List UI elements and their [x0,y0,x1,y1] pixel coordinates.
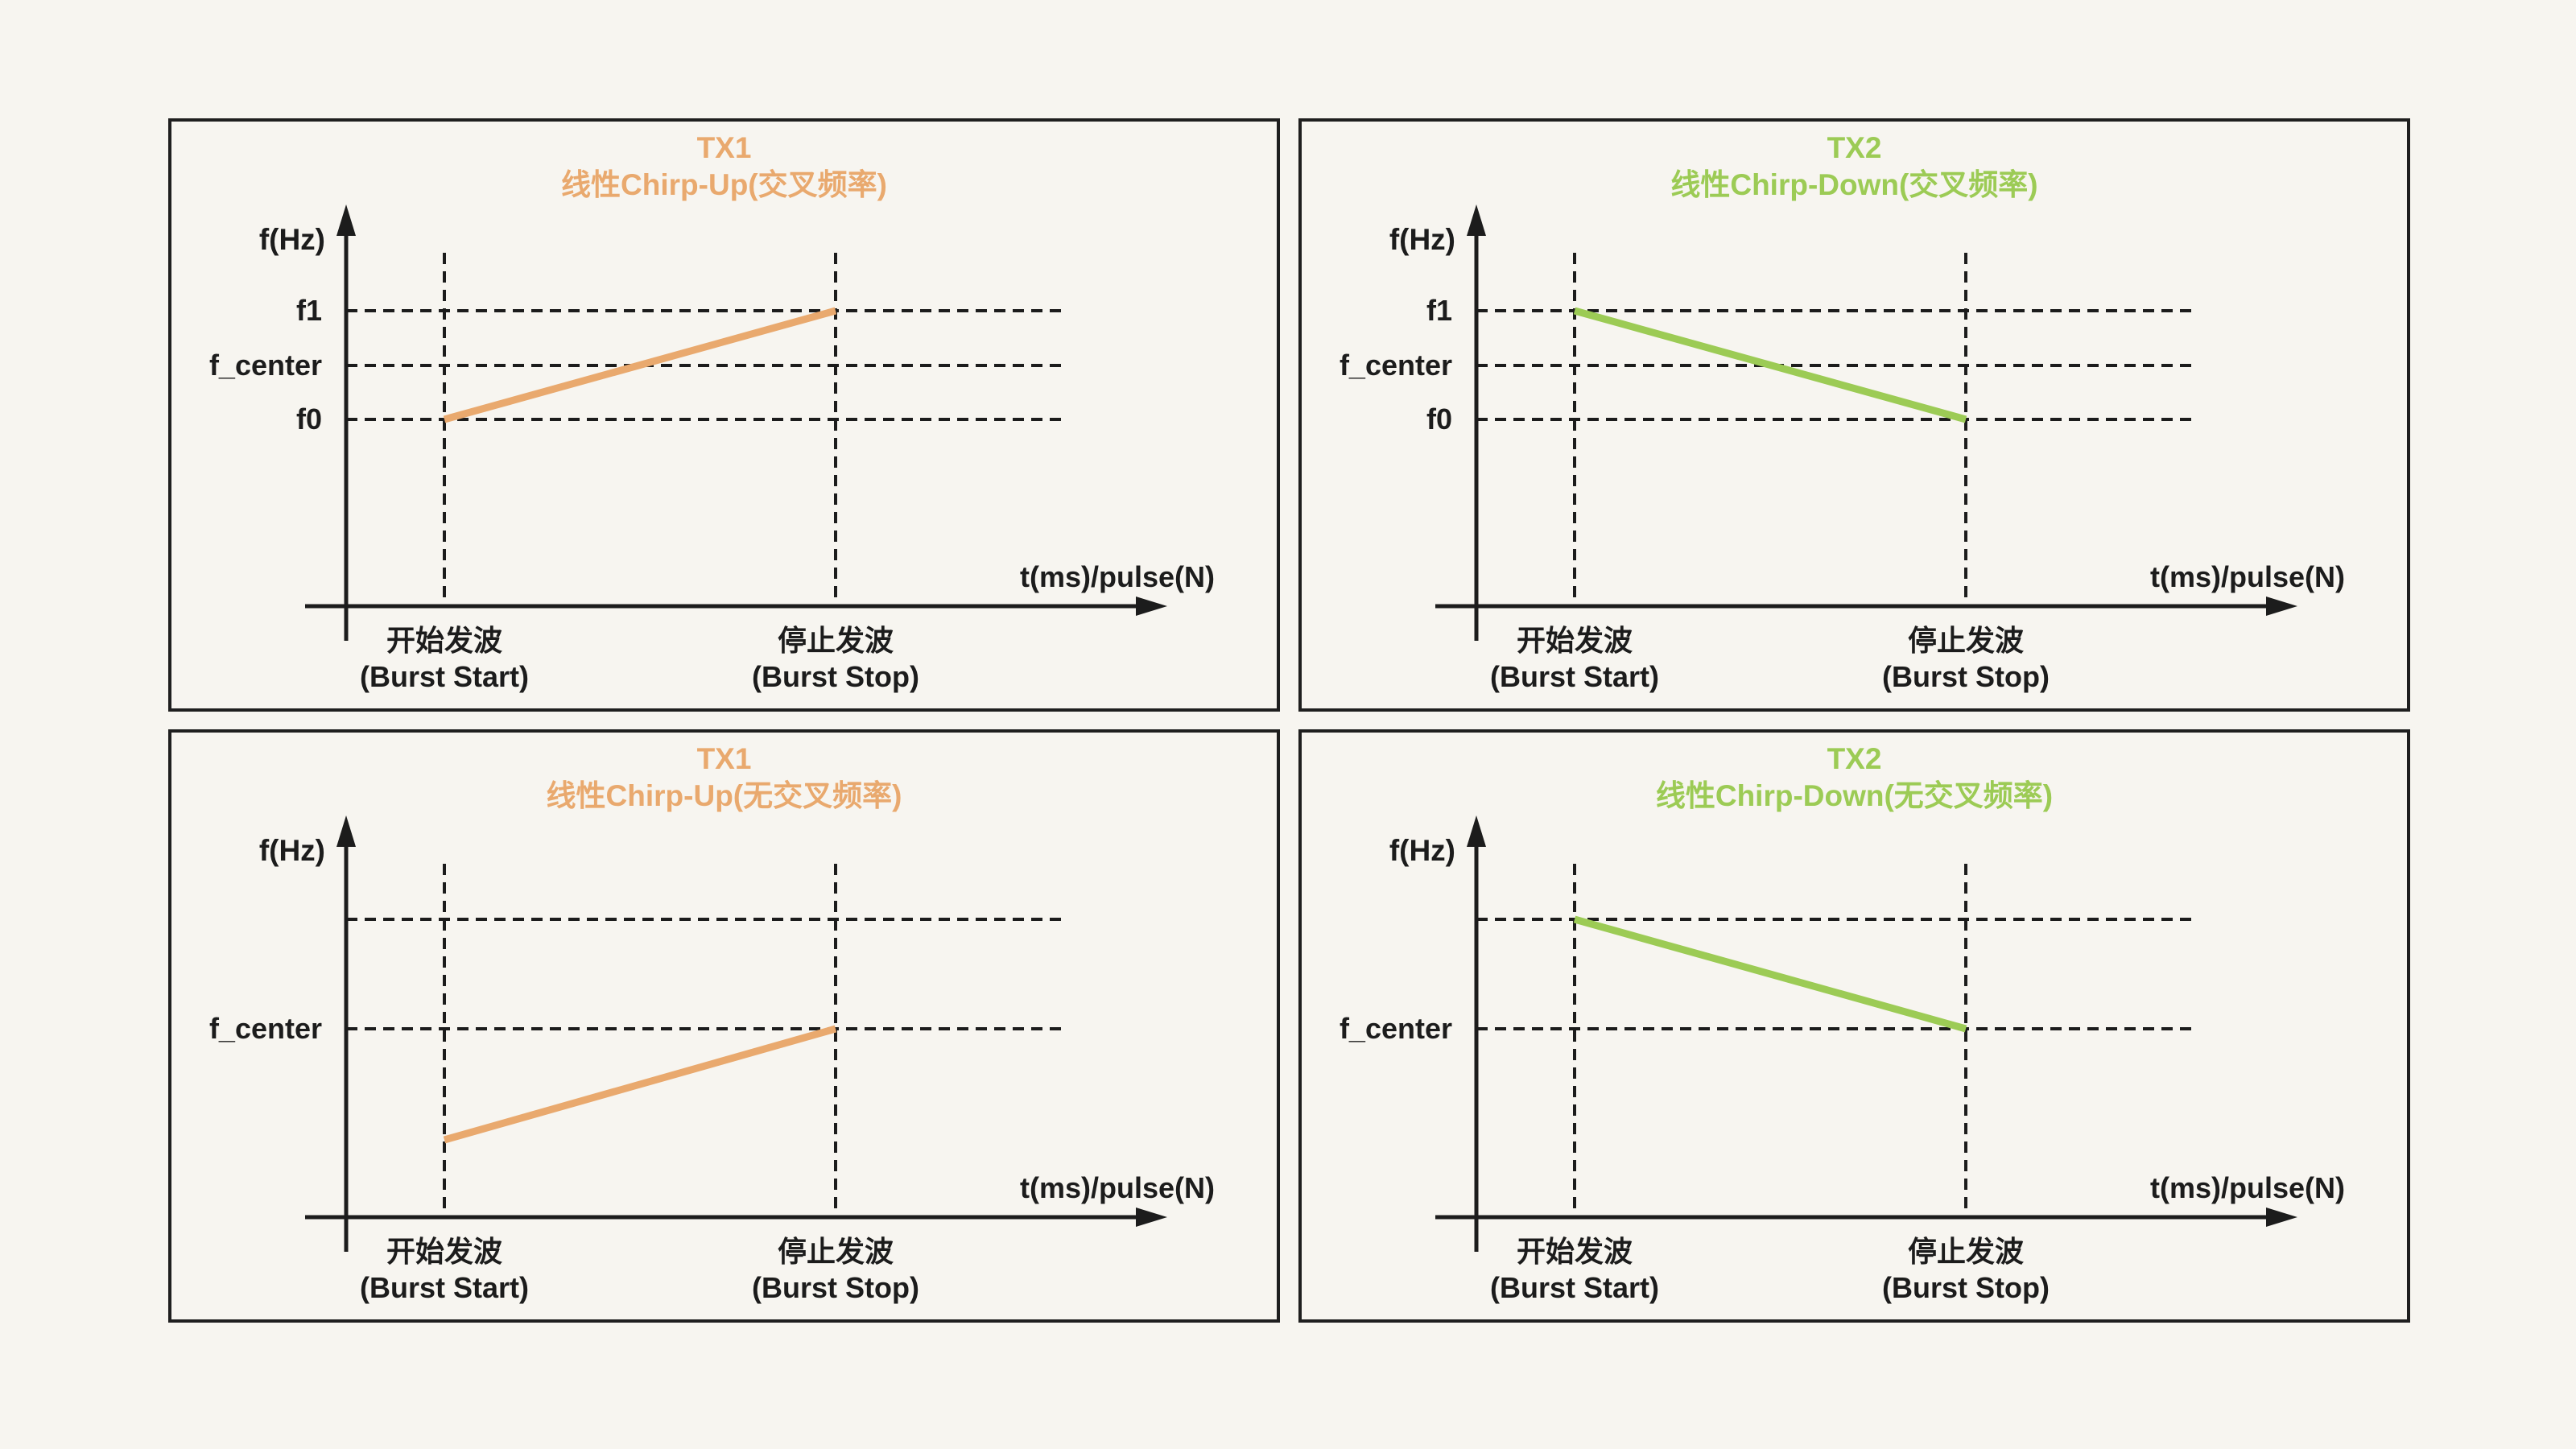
chirp-line [443,307,837,423]
y-axis-arrow-icon [1467,204,1486,236]
y-axis-label: f(Hz) [258,223,325,256]
chirp-line [1573,915,1967,1033]
x-axis-label: t(ms)/pulse(N) [1020,560,1215,593]
x-axis-arrow-icon [2266,1208,2297,1227]
chirp-panel-4: TX2 线性Chirp-Down(无交叉频率) f(Hz) t(ms)/puls… [1298,729,2410,1323]
chirp-plot-canvas [1435,204,2297,641]
panel-title-desc: 线性Chirp-Up(交叉频率) [561,168,887,201]
y-axis-label: f(Hz) [1389,834,1455,867]
panel-title: TX1 线性Chirp-Up(无交叉频率) [171,741,1277,815]
chirp-plot-canvas [305,815,1167,1252]
x-axis-arrow-icon [2266,597,2297,616]
panel-title-tx: TX2 [1827,131,1882,164]
x-axis-arrow-icon [1136,1208,1167,1227]
panel-title-tx: TX1 [696,742,752,775]
panel-title: TX1 线性Chirp-Up(交叉频率) [171,130,1277,204]
chirp-panel-2: TX2 线性Chirp-Down(交叉频率) f(Hz) t(ms)/pulse… [1298,118,2410,712]
y-axis-label: f(Hz) [1389,223,1455,256]
x-axis-arrow-icon [1136,597,1167,616]
panel-title: TX2 线性Chirp-Down(交叉频率) [1302,130,2407,204]
y-axis-arrow-icon [1467,815,1486,847]
y-axis-arrow-icon [336,815,356,847]
chirp-line [1573,307,1967,423]
x-axis-label: t(ms)/pulse(N) [2150,1171,2345,1204]
chirp-panel-1: TX1 线性Chirp-Up(交叉频率) f(Hz) t(ms)/pulse(N… [168,118,1280,712]
x-axis-label: t(ms)/pulse(N) [1020,1171,1215,1204]
chirp-plot-canvas [1435,815,2297,1252]
chirp-plot-canvas [305,204,1167,641]
panel-title: TX2 线性Chirp-Down(无交叉频率) [1302,741,2407,815]
panel-title-desc: 线性Chirp-Down(无交叉频率) [1655,779,2054,812]
chirp-line [443,1025,837,1144]
y-axis-label: f(Hz) [258,834,325,867]
y-axis-arrow-icon [336,204,356,236]
panel-title-tx: TX2 [1827,742,1882,775]
chirp-panel-3: TX1 线性Chirp-Up(无交叉频率) f(Hz) t(ms)/pulse(… [168,729,1280,1323]
panel-title-desc: 线性Chirp-Down(交叉频率) [1670,168,2038,201]
panel-title-tx: TX1 [696,131,752,164]
panel-title-desc: 线性Chirp-Up(无交叉频率) [546,779,902,812]
x-axis-label: t(ms)/pulse(N) [2150,560,2345,593]
